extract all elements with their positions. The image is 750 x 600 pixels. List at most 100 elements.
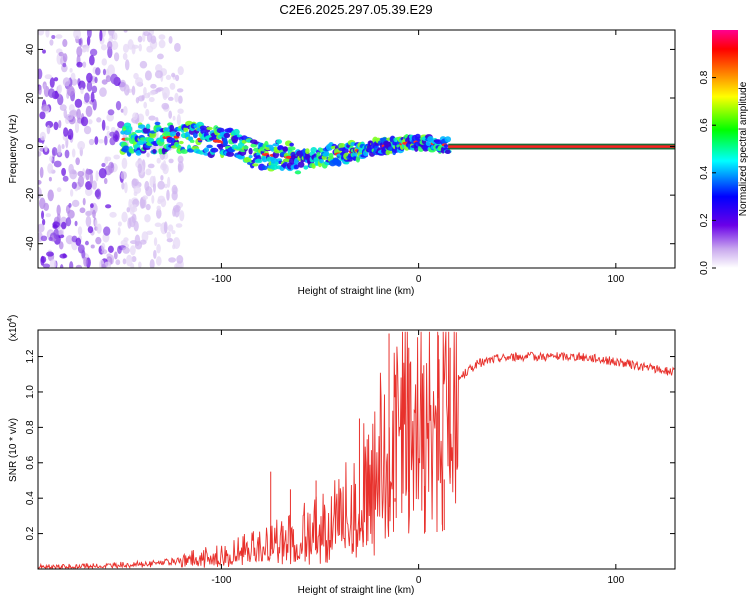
heatmap-cell: [148, 97, 155, 103]
heatmap-cell: [302, 148, 307, 155]
heatmap-cell: [64, 149, 70, 159]
heatmap-cell: [134, 129, 143, 133]
heatmap-cell: [95, 236, 102, 245]
heatmap-cell: [51, 146, 58, 156]
heatmap-cell: [110, 40, 119, 50]
heatmap-cell: [38, 68, 43, 80]
heatmap-cell: [102, 68, 107, 76]
heatmap-cell: [143, 31, 151, 37]
heatmap-cell: [58, 230, 62, 236]
heatmap-cell: [95, 188, 102, 200]
heatmap-cell: [167, 224, 174, 232]
heatmap-cell: [133, 191, 138, 196]
heatmap-cell: [42, 218, 46, 226]
heatmap-cell: [85, 105, 93, 117]
heatmap-cell: [68, 202, 72, 208]
heatmap-cell: [133, 220, 139, 232]
heatmap-cell: [155, 64, 163, 73]
heatmap-cell: [52, 221, 60, 228]
heatmap-cell: [174, 42, 181, 52]
heatmap-cell: [138, 43, 142, 52]
heatmap-cell: [46, 251, 54, 257]
snr-xlabel: Height of straight line (km): [298, 585, 415, 596]
heatmap-cell: [168, 35, 173, 44]
heatmap-cell: [75, 237, 82, 246]
heatmap-cell: [172, 237, 181, 249]
y-tick-label: -40: [25, 236, 36, 251]
y-tick-label: 20: [25, 92, 36, 104]
heatmap-cell: [131, 213, 137, 224]
heatmap-cell: [62, 53, 68, 63]
heatmap-cell: [179, 210, 185, 222]
heatmap-cell: [122, 106, 128, 116]
heatmap-cell: [293, 164, 299, 170]
heatmap-cell: [168, 158, 174, 164]
heatmap-cell: [130, 206, 138, 213]
heatmap-cell: [310, 146, 317, 154]
heatmap-cell: [53, 228, 60, 240]
heatmap-cell: [150, 35, 157, 44]
x-tick-label: -100: [211, 575, 231, 586]
heatmap-cell: [176, 88, 184, 93]
heatmap-cell: [89, 48, 98, 57]
heatmap-cell: [83, 256, 88, 267]
heatmap-cell: [166, 237, 174, 243]
heatmap-cell: [137, 163, 143, 174]
y-tick-label: 40: [25, 43, 36, 55]
heatmap-cell: [117, 221, 122, 227]
heatmap-cell: [101, 58, 108, 66]
heatmap-cell: [169, 124, 175, 131]
heatmap-cell: [38, 151, 42, 157]
heatmap-cell: [65, 217, 72, 227]
heatmap-cell: [71, 199, 80, 208]
spectrogram-frame: [37, 29, 676, 269]
heatmap-cell: [115, 259, 121, 266]
heatmap-cell: [103, 226, 111, 236]
heatmap-cell: [110, 73, 119, 85]
heatmap-cell: [90, 203, 94, 209]
heatmap-cell: [80, 116, 89, 127]
heatmap-cell: [122, 247, 130, 254]
heatmap-cell: [289, 142, 294, 147]
heatmap-cell: [171, 230, 176, 235]
heatmap-cell: [74, 121, 80, 134]
heatmap-cell: [336, 160, 342, 167]
heatmap-cell: [161, 86, 170, 99]
snr-axes: -100 0 100 0.2 0.4 0.6 0.8 1.0 1.2: [25, 330, 675, 586]
heatmap-cell: [38, 186, 42, 199]
heatmap-cell: [156, 208, 162, 219]
heatmap-cell: [107, 64, 115, 77]
y-tick-label: 1.0: [25, 385, 36, 399]
heatmap-cell: [53, 77, 59, 82]
heatmap-cell: [49, 39, 54, 46]
heatmap-cell: [46, 124, 51, 135]
heatmap-cell: [92, 209, 96, 219]
heatmap-cell: [124, 181, 128, 194]
heatmap-cell: [148, 115, 156, 121]
heatmap-cell: [73, 30, 81, 40]
heatmap-cell: [82, 61, 87, 68]
heatmap-cell: [90, 244, 95, 249]
heatmap-cell: [107, 46, 113, 59]
heatmap-cell: [43, 83, 47, 91]
heatmap-cell: [355, 156, 361, 163]
heatmap-cell: [85, 215, 92, 227]
heatmap-cell: [78, 80, 86, 91]
heatmap-cell: [184, 131, 191, 139]
heatmap-cell: [143, 92, 151, 99]
heatmap-cell: [71, 148, 76, 158]
heatmap-cell: [76, 46, 83, 57]
heatmap-cell: [248, 147, 253, 155]
heatmap-cell: [41, 210, 45, 220]
heatmap-cell: [157, 53, 164, 60]
heatmap-cell: [40, 235, 48, 242]
heatmap-cell: [49, 77, 55, 88]
heatmap-cell: [168, 257, 177, 263]
heatmap-cell: [67, 128, 74, 141]
heatmap-cell: [145, 186, 153, 197]
x-tick-label: 100: [607, 575, 624, 586]
heatmap-cell: [153, 237, 158, 247]
colorbar-tick-label: 0.2: [699, 213, 710, 227]
heatmap-cell: [101, 263, 106, 268]
heatmap-cell: [154, 222, 162, 228]
